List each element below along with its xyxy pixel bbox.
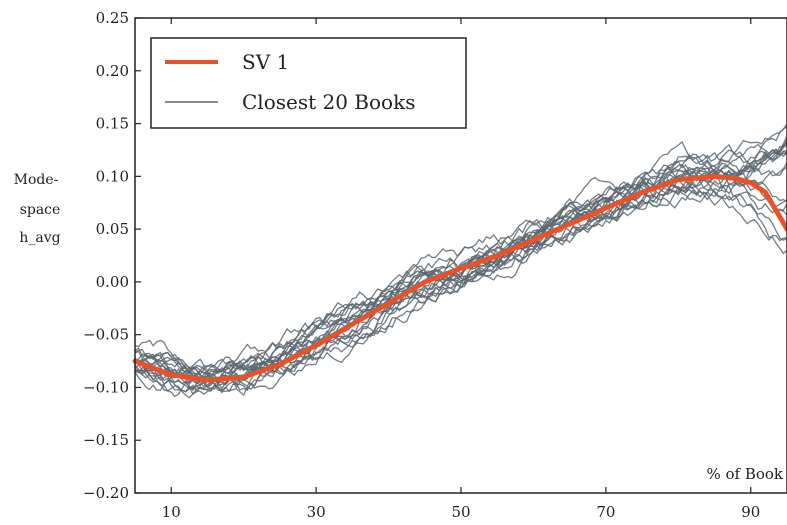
- y-tick-label: 0.10: [96, 167, 129, 185]
- y-axis-label-line: Mode-: [14, 172, 59, 188]
- x-axis-label: % of Book: [706, 465, 783, 483]
- y-tick-label: 0.05: [96, 220, 129, 238]
- y-tick-label: 0.20: [96, 62, 129, 80]
- y-tick-label: −0.10: [83, 378, 129, 396]
- y-axis-label: Mode-space h_avg: [14, 172, 61, 246]
- legend-label: SV 1: [242, 50, 289, 74]
- x-tick-label: 90: [741, 503, 760, 521]
- legend-box: [150, 37, 467, 129]
- y-axis-label-line: h_avg: [19, 230, 60, 246]
- y-tick-label: −0.05: [83, 326, 129, 344]
- book-line: [134, 173, 787, 375]
- y-axis-ticks: −0.20 −0.15 −0.10 −0.05 0.00 0.05 0.10 0.15 0.20…: [83, 9, 141, 502]
- closest-books-lines: [134, 123, 787, 399]
- x-tick-label: 50: [451, 503, 470, 521]
- y-tick-label: 0.00: [96, 273, 129, 291]
- legend-label: Closest 20 Books: [242, 90, 415, 114]
- y-tick-label: 0.15: [96, 115, 129, 133]
- sv1-series-line: [132, 173, 787, 383]
- x-axis-ticks: 10 30 50 70 90: [162, 18, 760, 521]
- legend: SV 1 Closest 20 Books: [150, 37, 467, 129]
- y-tick-label: 0.25: [96, 9, 129, 27]
- x-tick-label: 30: [307, 503, 326, 521]
- book-line: [134, 123, 787, 388]
- y-tick-label: −0.15: [83, 431, 129, 449]
- book-line: [134, 175, 787, 383]
- book-line: [134, 125, 787, 395]
- y-axis-label-line: space: [20, 202, 61, 218]
- y-tick-label: −0.20: [83, 484, 129, 502]
- x-tick-label: 10: [162, 503, 181, 521]
- sv1-line: [132, 173, 787, 383]
- book-line: [134, 142, 787, 398]
- x-tick-label: 70: [596, 503, 615, 521]
